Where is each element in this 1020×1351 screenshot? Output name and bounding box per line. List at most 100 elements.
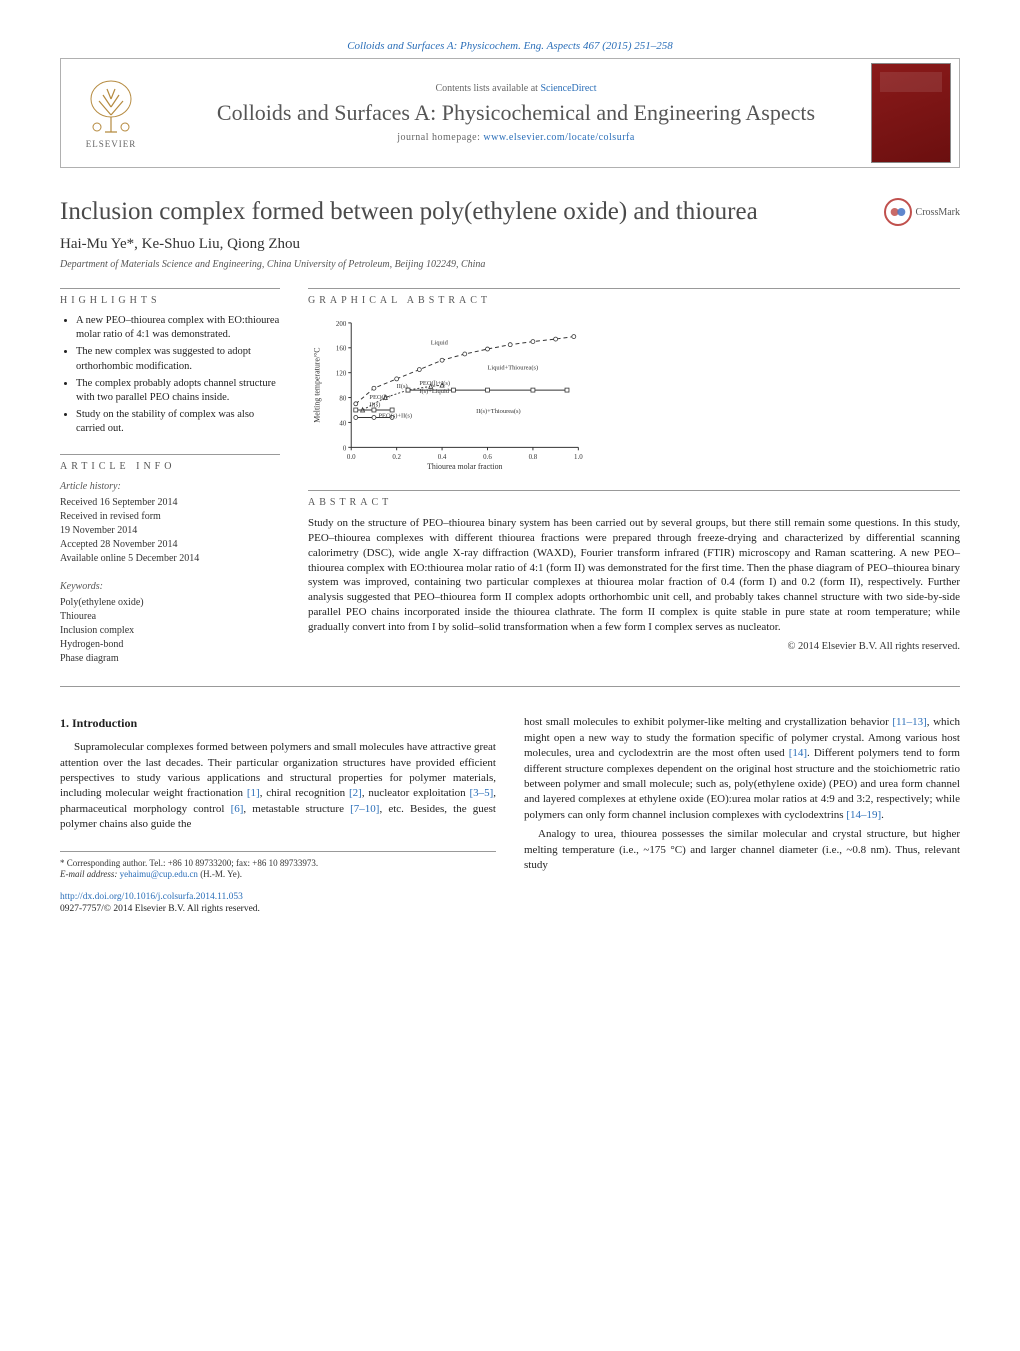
history-line: Available online 5 December 2014 bbox=[60, 552, 280, 566]
sciencedirect-link[interactable]: ScienceDirect bbox=[540, 83, 596, 94]
svg-text:120: 120 bbox=[336, 371, 347, 378]
email-line: E-mail address: yehaimu@cup.edu.cn (H.-M… bbox=[60, 869, 496, 881]
svg-text:II(s)+Thiourea(s): II(s)+Thiourea(s) bbox=[476, 408, 521, 415]
history-line: Received 16 September 2014 bbox=[60, 496, 280, 510]
svg-text:40: 40 bbox=[339, 420, 346, 427]
elsevier-tree-icon bbox=[81, 77, 141, 137]
svg-text:Liquid+Thiourea(s): Liquid+Thiourea(s) bbox=[488, 365, 539, 372]
ref-link[interactable]: [14–19] bbox=[846, 809, 881, 821]
highlight-item: A new PEO–thiourea complex with EO:thiou… bbox=[76, 314, 280, 342]
ref-link[interactable]: [7–10] bbox=[350, 803, 379, 815]
svg-text:0.6: 0.6 bbox=[483, 454, 492, 461]
divider bbox=[60, 686, 960, 687]
keyword-item: Poly(ethylene oxide) bbox=[60, 596, 280, 610]
text-run: , metastable structure bbox=[243, 803, 350, 815]
homepage-prefix: journal homepage: bbox=[397, 132, 483, 143]
ref-link[interactable]: [1] bbox=[247, 787, 260, 799]
elsevier-label: ELSEVIER bbox=[86, 139, 137, 149]
abstract-heading: ABSTRACT bbox=[308, 490, 960, 508]
article-history: Article history: Received 16 September 2… bbox=[60, 480, 280, 566]
abstract-text: Study on the structure of PEO–thiourea b… bbox=[308, 516, 960, 635]
ref-link[interactable]: [11–13] bbox=[892, 716, 926, 728]
title-row: Inclusion complex formed between poly(et… bbox=[60, 198, 960, 226]
highlights-list: A new PEO–thiourea complex with EO:thiou… bbox=[60, 314, 280, 436]
svg-text:0.2: 0.2 bbox=[392, 454, 401, 461]
svg-text:160: 160 bbox=[336, 346, 347, 353]
upper-two-col: HIGHLIGHTS A new PEO–thiourea complex wi… bbox=[60, 288, 960, 680]
journal-header: ELSEVIER Contents lists available at Sci… bbox=[60, 58, 960, 168]
ref-link[interactable]: [2] bbox=[349, 787, 362, 799]
highlight-item: Study on the stability of complex was al… bbox=[76, 408, 280, 436]
authors: Hai-Mu Ye*, Ke-Shuo Liu, Qiong Zhou bbox=[60, 236, 960, 253]
email-label: E-mail address: bbox=[60, 869, 120, 879]
svg-text:PEO(s)+II(s): PEO(s)+II(s) bbox=[378, 412, 412, 419]
highlight-item: The complex probably adopts channel stru… bbox=[76, 377, 280, 405]
history-line: Accepted 28 November 2014 bbox=[60, 538, 280, 552]
keywords-block: Keywords: Poly(ethylene oxide)ThioureaIn… bbox=[60, 580, 280, 666]
svg-text:0: 0 bbox=[343, 445, 347, 452]
keyword-item: Inclusion complex bbox=[60, 624, 280, 638]
intro-para-1: Supramolecular complexes formed between … bbox=[60, 740, 496, 832]
keyword-item: Thiourea bbox=[60, 610, 280, 624]
issn-line: 0927-7757/© 2014 Elsevier B.V. All right… bbox=[60, 904, 260, 914]
article-info-heading: ARTICLE INFO bbox=[60, 454, 280, 472]
crossmark-label: CrossMark bbox=[916, 207, 960, 218]
keywords-label: Keywords: bbox=[60, 580, 280, 594]
svg-text:1.0: 1.0 bbox=[574, 454, 583, 461]
svg-text:200: 200 bbox=[336, 321, 347, 328]
svg-text:Melting temperature/°C: Melting temperature/°C bbox=[313, 347, 322, 422]
svg-text:Thiourea molar fraction: Thiourea molar fraction bbox=[427, 462, 502, 471]
graphical-abstract-heading: GRAPHICAL ABSTRACT bbox=[308, 288, 960, 306]
section-title: Introduction bbox=[72, 716, 137, 730]
graphical-abstract-chart: 0.0 0.2 0.4 0.6 0.8 1.0 0 40 80 120 160 200 Thiourea… bbox=[308, 314, 588, 474]
svg-text:II(s): II(s) bbox=[397, 383, 408, 390]
svg-text:I(s)+Liquid: I(s)+Liquid bbox=[419, 388, 449, 395]
left-col: HIGHLIGHTS A new PEO–thiourea complex wi… bbox=[60, 288, 280, 680]
journal-title: Colloids and Surfaces A: Physicochemical… bbox=[171, 100, 861, 126]
svg-text:PEO(l)+: PEO(l)+ bbox=[369, 394, 391, 401]
text-run: , chiral recognition bbox=[260, 787, 349, 799]
header-center: Contents lists available at ScienceDirec… bbox=[161, 75, 871, 151]
highlights-heading: HIGHLIGHTS bbox=[60, 288, 280, 306]
article-title: Inclusion complex formed between poly(et… bbox=[60, 198, 884, 226]
section-number: 1. bbox=[60, 716, 69, 730]
doi-block: http://dx.doi.org/10.1016/j.colsurfa.201… bbox=[60, 891, 496, 916]
svg-text:0.8: 0.8 bbox=[529, 454, 538, 461]
email-link[interactable]: yehaimu@cup.edu.cn bbox=[120, 869, 198, 879]
history-label: Article history: bbox=[60, 480, 280, 494]
svg-text:Liquid: Liquid bbox=[431, 340, 449, 347]
ref-link[interactable]: [14] bbox=[789, 747, 807, 759]
svg-text:PEO(l)+I(s): PEO(l)+I(s) bbox=[419, 380, 450, 387]
homepage-line: journal homepage: www.elsevier.com/locat… bbox=[171, 132, 861, 143]
highlight-item: The new complex was suggested to adopt o… bbox=[76, 345, 280, 373]
ref-link[interactable]: [3–5] bbox=[469, 787, 493, 799]
affiliation: Department of Materials Science and Engi… bbox=[60, 259, 960, 270]
corr-author-line: * Corresponding author. Tel.: +86 10 897… bbox=[60, 858, 496, 870]
svg-text:0.4: 0.4 bbox=[438, 454, 447, 461]
homepage-link[interactable]: www.elsevier.com/locate/colsurfa bbox=[483, 132, 634, 143]
abstract-copyright: © 2014 Elsevier B.V. All rights reserved… bbox=[308, 641, 960, 652]
svg-text:80: 80 bbox=[339, 396, 346, 403]
running-head-link[interactable]: Colloids and Surfaces A: Physicochem. En… bbox=[347, 40, 673, 52]
body-col-left: 1. Introduction Supramolecular complexes… bbox=[60, 715, 496, 915]
contents-prefix: Contents lists available at bbox=[435, 83, 540, 94]
svg-text:0.0: 0.0 bbox=[347, 454, 356, 461]
email-suffix: (H.-M. Ye). bbox=[198, 869, 242, 879]
keyword-item: Hydrogen-bond bbox=[60, 638, 280, 652]
history-line: 19 November 2014 bbox=[60, 524, 280, 538]
intro-para-cont: host small molecules to exhibit polymer-… bbox=[524, 715, 960, 823]
journal-cover-thumb bbox=[871, 63, 951, 163]
crossmark-icon bbox=[884, 198, 912, 226]
intro-para-2: Analogy to urea, thiourea possesses the … bbox=[524, 827, 960, 873]
corresponding-author-footer: * Corresponding author. Tel.: +86 10 897… bbox=[60, 851, 496, 881]
text-run: host small molecules to exhibit polymer-… bbox=[524, 716, 892, 728]
doi-link[interactable]: http://dx.doi.org/10.1016/j.colsurfa.201… bbox=[60, 892, 243, 902]
contents-lists-line: Contents lists available at ScienceDirec… bbox=[171, 83, 861, 94]
text-run: . bbox=[881, 809, 884, 821]
running-head[interactable]: Colloids and Surfaces A: Physicochem. En… bbox=[60, 40, 960, 52]
ref-link[interactable]: [6] bbox=[231, 803, 244, 815]
history-line: Received in revised form bbox=[60, 510, 280, 524]
svg-text:II(s): II(s) bbox=[369, 402, 380, 409]
crossmark-badge[interactable]: CrossMark bbox=[884, 198, 960, 226]
body-columns: 1. Introduction Supramolecular complexes… bbox=[60, 715, 960, 915]
